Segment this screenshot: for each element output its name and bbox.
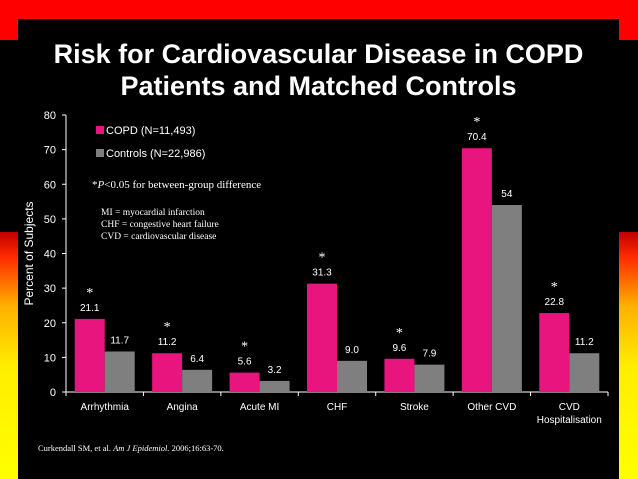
bar-controls: [104, 351, 135, 392]
bar-copd: [152, 353, 183, 392]
x-tick-label: Other CVD: [467, 402, 516, 413]
bar-copd: [74, 318, 105, 392]
bar-controls: [414, 364, 445, 392]
data-label: 7.9: [422, 349, 436, 360]
x-tick-label: CVD: [559, 402, 580, 413]
significance-asterisk: *: [86, 286, 93, 301]
significance-asterisk: *: [164, 320, 171, 335]
y-tick-label: 60: [44, 179, 56, 191]
citation-details: 2006;16:63-70.: [171, 443, 224, 453]
citation: Curkendall SM, et al. Am J Epidemiol. 20…: [38, 443, 224, 453]
y-tick-label: 30: [44, 283, 56, 295]
abbreviation-line: MI = myocardial infarction: [101, 207, 205, 218]
bar-copd: [384, 358, 415, 392]
significance-asterisk: *: [319, 251, 326, 266]
data-label: 11.7: [110, 335, 129, 346]
data-label: 22.8: [545, 297, 565, 308]
significance-asterisk: *: [473, 115, 480, 130]
y-axis-title: Percent of Subjects: [22, 201, 36, 305]
data-label: 9.6: [392, 343, 406, 354]
bar-copd: [229, 372, 260, 392]
y-tick-label: 10: [44, 352, 56, 364]
y-tick-label: 70: [44, 145, 56, 157]
significance-asterisk: *: [396, 326, 403, 341]
x-tick-label: CHF: [327, 402, 348, 413]
legend-swatch-copd: [96, 126, 104, 134]
data-label: 11.2: [575, 337, 594, 348]
bar-copd: [461, 148, 492, 392]
y-tick-label: 50: [44, 214, 56, 226]
citation-authors: Curkendall SM, et al.: [38, 443, 111, 453]
data-label: 11.2: [158, 337, 177, 348]
data-label: 54: [501, 189, 513, 200]
legend-label: Controls (N=22,986): [106, 148, 205, 160]
data-label: 9.0: [345, 345, 359, 356]
bar-copd: [307, 283, 337, 392]
bar-controls: [569, 353, 600, 392]
bar-controls: [337, 360, 367, 392]
y-tick-label: 40: [44, 249, 56, 261]
title-line-1: Risk for Cardiovascular Disease in COPD: [53, 39, 584, 69]
significance-asterisk: *: [241, 340, 248, 355]
significance-asterisk: *: [551, 280, 558, 295]
abbreviation-line: CVD = cardiovascular disease: [101, 232, 216, 242]
data-label: 5.6: [238, 357, 252, 368]
data-label: 21.1: [80, 303, 100, 314]
data-label: 70.4: [467, 132, 487, 143]
x-tick-label: Arrhythmia: [81, 402, 130, 413]
x-tick-label: Acute MI: [240, 402, 279, 413]
data-label: 31.3: [312, 268, 332, 279]
title-line-2: Patients and Matched Controls: [120, 71, 517, 101]
x-tick-label: Hospitalisation: [537, 415, 602, 426]
x-tick-label: Stroke: [400, 402, 429, 413]
y-tick-label: 20: [44, 318, 56, 330]
significance-footnote: *P<0.05 for between-group difference: [92, 179, 261, 191]
bar-controls: [259, 380, 290, 392]
data-label: 6.4: [190, 354, 204, 365]
citation-journal: Am J Epidemiol.: [113, 443, 170, 453]
bar-controls: [491, 205, 522, 392]
legend-label: COPD (N=11,493): [106, 125, 195, 137]
data-label: 3.2: [268, 365, 282, 376]
y-tick-label: 0: [50, 387, 56, 399]
x-tick-label: Angina: [167, 402, 199, 413]
slide-title: Risk for Cardiovascular Disease in COPD …: [18, 38, 619, 102]
y-tick-label: 80: [44, 110, 56, 122]
bar-copd: [539, 313, 570, 392]
abbreviation-line: CHF = congestive heart failure: [101, 219, 219, 230]
bar-controls: [182, 369, 213, 392]
legend-swatch-controls: [96, 149, 104, 157]
